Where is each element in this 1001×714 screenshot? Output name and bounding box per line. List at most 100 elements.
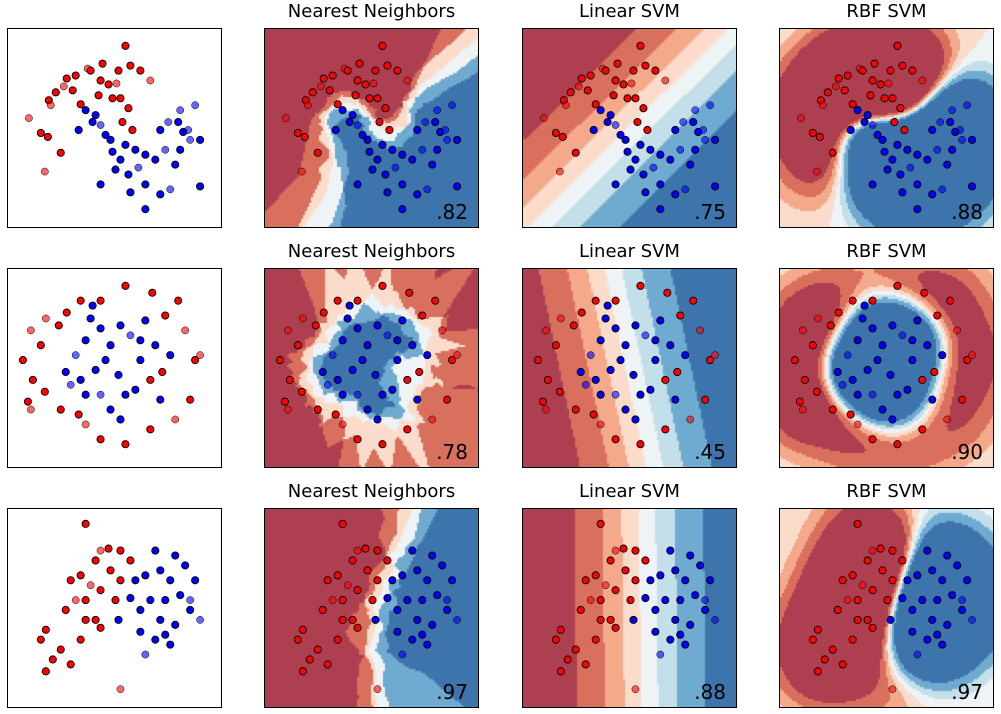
train-point-class-0: [543, 375, 552, 384]
train-point-class-1: [358, 356, 367, 365]
test-point-class-1: [96, 121, 105, 129]
train-point-class-1: [903, 385, 912, 394]
train-point-class-1: [913, 316, 922, 325]
test-point-class-1: [186, 136, 194, 144]
subplot-title: Nearest Neighbors: [287, 1, 456, 22]
train-point-class-1: [681, 640, 690, 649]
train-point-class-0: [74, 410, 83, 419]
train-point-class-1: [651, 605, 660, 615]
test-point-class-1: [958, 136, 966, 144]
train-point-class-0: [191, 356, 200, 365]
train-point-class-0: [946, 296, 955, 305]
test-point-class-0: [611, 546, 620, 555]
train-point-class-0: [571, 645, 580, 654]
train-point-class-1: [928, 125, 937, 135]
train-point-class-1: [343, 314, 352, 323]
train-point-class-1: [408, 546, 417, 555]
train-point-class-1: [671, 190, 680, 199]
train-point-class-0: [828, 645, 837, 654]
accuracy-score: .75: [694, 200, 726, 224]
train-point-class-1: [196, 182, 205, 191]
train-point-class-1: [631, 155, 640, 164]
train-point-class-1: [151, 546, 160, 555]
train-point-class-0: [706, 356, 715, 365]
test-point-class-0: [601, 581, 610, 590]
train-point-class-1: [96, 180, 105, 189]
train-point-class-1: [671, 395, 680, 404]
test-point-class-1: [933, 145, 942, 154]
train-point-class-1: [908, 605, 917, 615]
train-point-class-0: [146, 375, 155, 384]
train-point-class-1: [863, 365, 872, 375]
train-point-class-0: [601, 66, 610, 75]
test-point-class-0: [282, 114, 290, 122]
train-point-class-1: [603, 118, 612, 127]
subplot-input-row1: [7, 28, 222, 228]
train-point-class-0: [148, 288, 157, 297]
test-point-class-0: [968, 351, 976, 359]
train-point-class-0: [808, 341, 817, 350]
test-point-class-1: [701, 596, 709, 604]
train-point-class-1: [591, 375, 600, 384]
train-point-class-1: [661, 596, 670, 605]
train-point-class-1: [156, 190, 165, 199]
train-point-class-0: [325, 86, 334, 95]
train-point-class-1: [338, 390, 347, 399]
train-point-class-0: [56, 405, 65, 414]
train-point-class-1: [631, 321, 640, 330]
train-point-class-1: [948, 591, 957, 600]
subplot-knn-row3: Nearest Neighbors .97: [264, 481, 479, 708]
test-point-class-0: [343, 581, 352, 590]
train-point-class-0: [126, 61, 135, 70]
train-point-class-0: [898, 61, 907, 70]
train-point-class-0: [161, 311, 170, 320]
train-point-class-0: [348, 556, 357, 565]
train-point-class-0: [373, 94, 382, 103]
train-point-class-1: [353, 324, 362, 333]
plot-area: .97: [779, 508, 994, 708]
train-point-class-1: [631, 415, 640, 424]
test-point-class-0: [555, 167, 564, 176]
test-point-class-1: [126, 331, 135, 340]
test-point-class-0: [574, 82, 583, 91]
train-point-class-0: [353, 296, 362, 305]
train-point-class-0: [323, 660, 332, 669]
train-point-class-1: [913, 180, 922, 189]
train-point-class-1: [428, 551, 437, 560]
train-point-class-1: [853, 390, 862, 399]
train-point-class-0: [619, 80, 628, 89]
test-point-class-0: [369, 79, 378, 88]
train-point-class-1: [166, 640, 175, 649]
test-point-class-0: [40, 167, 49, 176]
train-point-class-1: [363, 341, 372, 350]
train-point-class-1: [621, 135, 630, 144]
test-point-class-1: [676, 145, 685, 154]
test-point-class-0: [353, 546, 362, 555]
train-point-class-0: [596, 519, 605, 528]
train-point-class-0: [555, 387, 564, 396]
train-point-class-1: [656, 316, 665, 325]
train-point-class-0: [893, 281, 902, 290]
train-point-class-1: [938, 351, 947, 360]
train-point-class-0: [813, 667, 822, 676]
test-point-class-1: [353, 390, 362, 399]
train-point-class-1: [196, 135, 205, 144]
train-point-class-1: [156, 395, 165, 404]
train-point-class-0: [639, 104, 648, 113]
train-point-class-1: [646, 145, 655, 154]
test-point-class-0: [561, 101, 570, 110]
train-point-class-1: [886, 615, 895, 624]
train-point-class-1: [181, 561, 190, 570]
train-point-class-0: [91, 556, 100, 565]
train-point-class-1: [436, 127, 445, 137]
train-point-class-1: [413, 566, 422, 575]
train-point-class-1: [388, 145, 397, 154]
train-point-class-1: [166, 351, 175, 360]
test-point-class-0: [403, 76, 412, 85]
train-point-class-0: [116, 546, 125, 555]
train-point-class-0: [611, 76, 620, 85]
train-point-class-0: [834, 74, 843, 83]
accuracy-score: .45: [694, 440, 726, 464]
train-point-class-1: [331, 125, 340, 135]
train-point-class-1: [114, 615, 123, 624]
